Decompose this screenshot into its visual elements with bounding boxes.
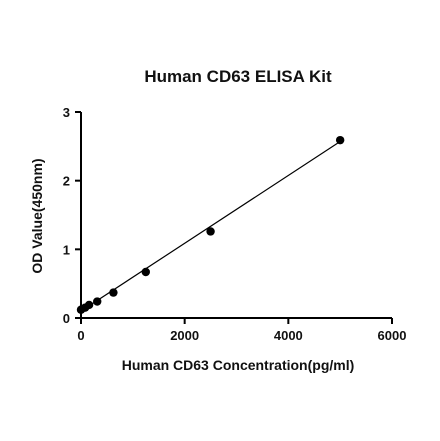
data-point: [93, 297, 102, 306]
x-tick-label: 0: [77, 328, 84, 343]
data-point: [335, 135, 345, 145]
fit-line: [80, 141, 341, 312]
data-points-layer: [76, 135, 345, 314]
y-tick-label: 0: [63, 311, 70, 326]
y-tick-label: 1: [63, 242, 70, 257]
chart-title: Human CD63 ELISA Kit: [144, 67, 332, 86]
x-axis-label: Human CD63 Concentration(pg/ml): [122, 357, 355, 373]
x-tick-label: 6000: [378, 328, 407, 343]
data-point: [141, 267, 150, 277]
x-tick-label: 4000: [274, 328, 303, 343]
data-point: [109, 288, 118, 297]
y-axis-label: OD Value(450nm): [29, 158, 45, 273]
data-point: [84, 300, 94, 310]
axes: 0 2000 4000 6000 0 1 2 3: [63, 105, 407, 343]
y-tick-label: 3: [63, 105, 70, 120]
fit-line-layer: [80, 141, 341, 312]
data-point: [206, 227, 215, 236]
x-tick-label: 2000: [170, 328, 199, 343]
y-tick-label: 2: [63, 174, 70, 189]
